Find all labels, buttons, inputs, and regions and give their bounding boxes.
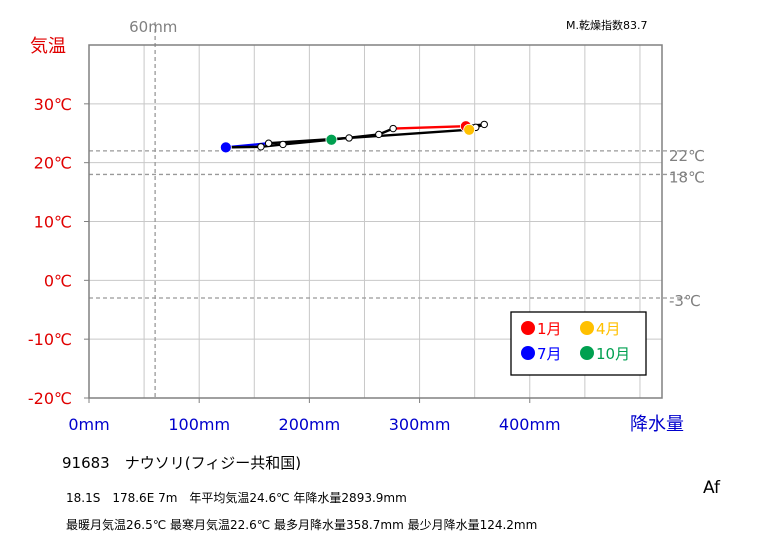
legend-swatch [580,321,594,335]
legend-swatch [521,346,535,360]
x-tick-label: 200mm [279,415,341,434]
station-details-1: 18.1S 178.6E 7m 年平均気温24.6℃ 年降水量2893.9mm [66,491,407,505]
legend-box [510,311,647,376]
series-segment [281,138,333,146]
y-tick-label: 0℃ [44,271,72,290]
month-marker [279,140,287,149]
month-marker [389,124,397,133]
x-tick-label: 100mm [168,415,230,434]
climate-class: Af [703,478,721,498]
y-tick-label: -10℃ [28,330,72,349]
ref-label-temp: -3℃ [669,292,701,310]
month-marker [480,120,488,129]
y-axis-ticks: 30℃ 20℃ 10℃ 0℃ -10℃ -20℃ [28,95,89,408]
legend-label: 1月 [537,320,562,338]
legend-label: 10月 [596,345,630,363]
month-marker [264,139,273,147]
x-tick-label: 400mm [499,415,561,434]
x-tick-label: 300mm [389,415,451,434]
legend-label: 4月 [596,320,621,338]
aridity-index: M.乾燥指数83.7 [566,19,648,32]
series-segment [330,133,381,141]
month-marker [375,130,383,139]
y-tick-label: 20℃ [34,154,72,173]
x-tick-label: 0mm [68,415,109,434]
month-marker-highlight [219,141,232,154]
x-axis-ticks: 0mm 100mm 200mm 300mm 400mm [68,398,561,434]
x-axis-label: 降水量 [630,414,684,435]
y-tick-label: 30℃ [34,95,72,114]
legend-label: 7月 [537,345,562,363]
data-series [219,120,488,154]
legend-swatch [580,346,594,360]
month-marker [345,134,353,142]
y-tick-label: 10℃ [34,213,72,232]
y-axis-label: 気温 [30,36,66,57]
ref-label-temp: 22℃ [669,147,705,165]
station-name: 91683 ナウソリ(フィジー共和国) [62,454,302,472]
reference-lines: 60mm 22℃ 18℃ -3℃ [89,18,705,398]
legend: 1月 4月 7月 10月 [510,311,647,376]
ref-label-temp: 18℃ [669,168,705,186]
month-marker [257,143,265,151]
y-tick-label: -20℃ [28,389,72,408]
month-marker-highlight [463,123,476,136]
station-details-2: 最暖月気温26.5℃ 最寒月気温22.6℃ 最多月降水量358.7mm 最少月降… [66,518,538,532]
legend-swatch [521,321,535,335]
month-marker-highlight [325,133,338,146]
grid [89,45,662,398]
ref-label-precip: 60mm [129,18,177,36]
series-segment [391,124,468,130]
